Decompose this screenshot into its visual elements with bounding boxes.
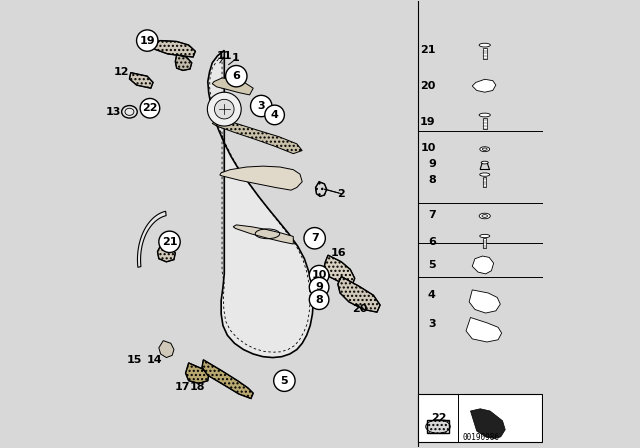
Text: 00190986: 00190986 [463,433,500,442]
Text: 4: 4 [271,110,278,120]
Circle shape [159,231,180,253]
Text: 3: 3 [257,101,265,111]
Text: 20: 20 [420,81,436,91]
Circle shape [274,370,295,392]
Circle shape [226,65,247,87]
Text: 10: 10 [312,270,327,280]
Polygon shape [159,340,174,358]
Text: 21: 21 [420,45,436,56]
Ellipse shape [479,43,490,47]
Text: 13: 13 [106,107,121,117]
Bar [483,238,486,248]
Ellipse shape [122,106,137,118]
Text: 22: 22 [142,103,157,113]
Circle shape [309,277,329,297]
Text: 7: 7 [311,233,319,243]
Ellipse shape [483,148,487,151]
Text: 11: 11 [216,51,232,61]
Ellipse shape [426,420,450,433]
Text: 8: 8 [428,175,436,185]
Text: 9: 9 [315,282,323,292]
Polygon shape [470,409,505,439]
Text: 7: 7 [428,210,436,220]
Text: 22: 22 [431,413,447,423]
Polygon shape [466,318,502,342]
Text: 17: 17 [175,382,191,392]
Polygon shape [469,290,500,313]
Polygon shape [202,360,253,399]
Circle shape [304,228,325,249]
Polygon shape [233,225,293,244]
Polygon shape [316,182,326,196]
Ellipse shape [481,161,488,164]
Bar [483,117,486,129]
Circle shape [136,30,158,51]
Text: 5: 5 [428,260,436,270]
Text: 19: 19 [420,116,436,127]
Polygon shape [212,78,253,95]
Polygon shape [186,363,209,383]
Bar [483,177,486,187]
Polygon shape [338,276,380,312]
Text: 15: 15 [126,355,141,365]
Polygon shape [212,119,302,154]
Circle shape [140,99,160,118]
Polygon shape [208,50,314,358]
Text: 6: 6 [232,71,240,81]
Text: 1: 1 [232,53,239,63]
Polygon shape [157,246,175,262]
Text: 5: 5 [280,376,288,386]
Polygon shape [472,79,496,92]
Circle shape [265,105,284,125]
Circle shape [309,265,329,285]
Text: 6: 6 [428,237,436,247]
Text: 2: 2 [337,189,345,199]
Text: 9: 9 [428,159,436,169]
Text: 12: 12 [114,67,130,77]
Text: 19: 19 [140,35,155,46]
Polygon shape [138,211,166,267]
Polygon shape [148,41,195,57]
Text: 14: 14 [147,355,162,365]
Polygon shape [220,166,302,190]
Bar [483,47,486,59]
Polygon shape [324,255,355,285]
Ellipse shape [480,234,490,238]
Text: 16: 16 [331,248,346,258]
Polygon shape [472,256,493,274]
Circle shape [207,92,241,126]
Text: 3: 3 [428,319,436,329]
Bar [418,394,541,442]
Circle shape [214,99,234,119]
Ellipse shape [480,147,490,152]
Polygon shape [175,55,192,70]
Text: 18: 18 [190,382,205,392]
Ellipse shape [479,113,490,117]
Circle shape [250,95,272,116]
Text: 10: 10 [420,143,436,153]
Text: 4: 4 [428,290,436,300]
Polygon shape [129,73,153,88]
Text: 21: 21 [162,237,177,247]
Ellipse shape [479,213,490,219]
Text: 20: 20 [353,304,368,314]
Ellipse shape [482,215,488,217]
Ellipse shape [480,173,490,176]
Text: 8: 8 [316,295,323,305]
Circle shape [309,290,329,310]
